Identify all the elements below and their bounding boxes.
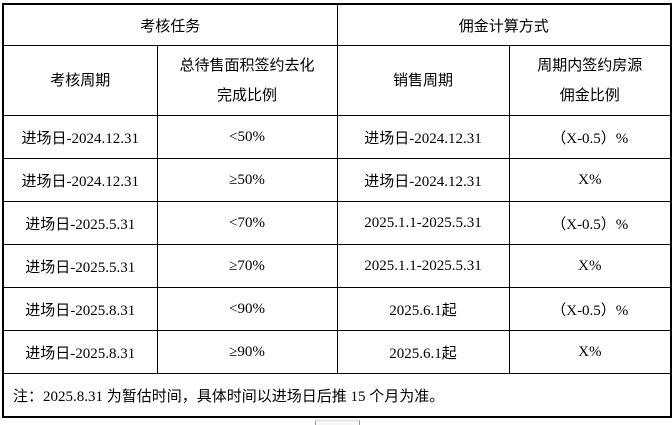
table-cell: （X-0.5）% [508, 287, 672, 331]
column-header-label-line2: 佣金比例 [559, 87, 620, 104]
table-cell: 进场日-2025.8.31 [2, 287, 158, 331]
table-cell: 进场日-2024.12.31 [336, 158, 510, 202]
table-row: 进场日-2025.5.31 ≥70% 2025.1.1-2025.5.31 X% [2, 244, 672, 288]
column-header-label: 销售周期 [393, 72, 454, 89]
table-cell: （X-0.5）% [508, 201, 672, 245]
table-cell: X% [508, 244, 672, 288]
table-cell: <50% [156, 115, 338, 159]
table-cell: 进场日-2024.12.31 [336, 115, 510, 159]
table-cell: ≥90% [156, 330, 338, 374]
column-header-label-line1: 总待售面积签约去化 [179, 57, 315, 74]
table-cell: 进场日-2025.8.31 [2, 330, 158, 374]
table-row: 进场日-2025.8.31 <90% 2025.6.1起 （X-0.5）% [2, 287, 672, 331]
column-header-label-line1: 周期内签约房源 [537, 57, 643, 74]
group-header-assessment-task: 考核任务 [2, 3, 338, 46]
table-cell: 进场日-2025.5.31 [2, 244, 158, 288]
footnote-text: 注：2025.8.31 为暂估时间，具体时间以进场日后推 15 个月为准。 [2, 373, 672, 418]
table-cell: X% [508, 158, 672, 202]
table-cell: 进场日-2024.12.31 [2, 115, 158, 159]
column-header-commission-ratio: 周期内签约房源 佣金比例 [508, 45, 672, 116]
scrollbar-thumb[interactable] [315, 420, 360, 425]
table-cell: 进场日-2025.5.31 [2, 201, 158, 245]
footnote-row: 注：2025.8.31 为暂估时间，具体时间以进场日后推 15 个月为准。 [2, 373, 672, 418]
column-header-completion-ratio: 总待售面积签约去化 完成比例 [156, 45, 338, 116]
column-header-sales-period: 销售周期 [336, 45, 510, 116]
column-header-row: 考核周期 总待售面积签约去化 完成比例 销售周期 周期内签约房源 佣金比例 [2, 45, 672, 116]
table-cell: X% [508, 330, 672, 374]
table-row: 进场日-2024.12.31 <50% 进场日-2024.12.31 （X-0.… [2, 115, 672, 159]
table-row: 进场日-2025.8.31 ≥90% 2025.6.1起 X% [2, 330, 672, 374]
table-cell: 2025.6.1起 [336, 287, 510, 331]
commission-table: 考核任务 佣金计算方式 考核周期 总待售面积签约去化 完成比例 销售周期 周期内… [2, 3, 672, 418]
table-cell: <90% [156, 287, 338, 331]
group-header-row: 考核任务 佣金计算方式 [2, 3, 672, 46]
table-cell: 2025.1.1-2025.5.31 [336, 244, 510, 288]
group-header-commission-method: 佣金计算方式 [336, 3, 672, 46]
table-row: 进场日-2025.5.31 <70% 2025.1.1-2025.5.31 （X… [2, 201, 672, 245]
column-header-label: 考核周期 [50, 72, 111, 89]
table-cell: ≥50% [156, 158, 338, 202]
column-header-assessment-period: 考核周期 [2, 45, 158, 116]
table-cell: （X-0.5）% [508, 115, 672, 159]
table-cell: <70% [156, 201, 338, 245]
table-cell: 2025.1.1-2025.5.31 [336, 201, 510, 245]
table-cell: ≥70% [156, 244, 338, 288]
column-header-label-line2: 完成比例 [217, 87, 278, 104]
table-row: 进场日-2024.12.31 ≥50% 进场日-2024.12.31 X% [2, 158, 672, 202]
table-cell: 进场日-2024.12.31 [2, 158, 158, 202]
table-cell: 2025.6.1起 [336, 330, 510, 374]
